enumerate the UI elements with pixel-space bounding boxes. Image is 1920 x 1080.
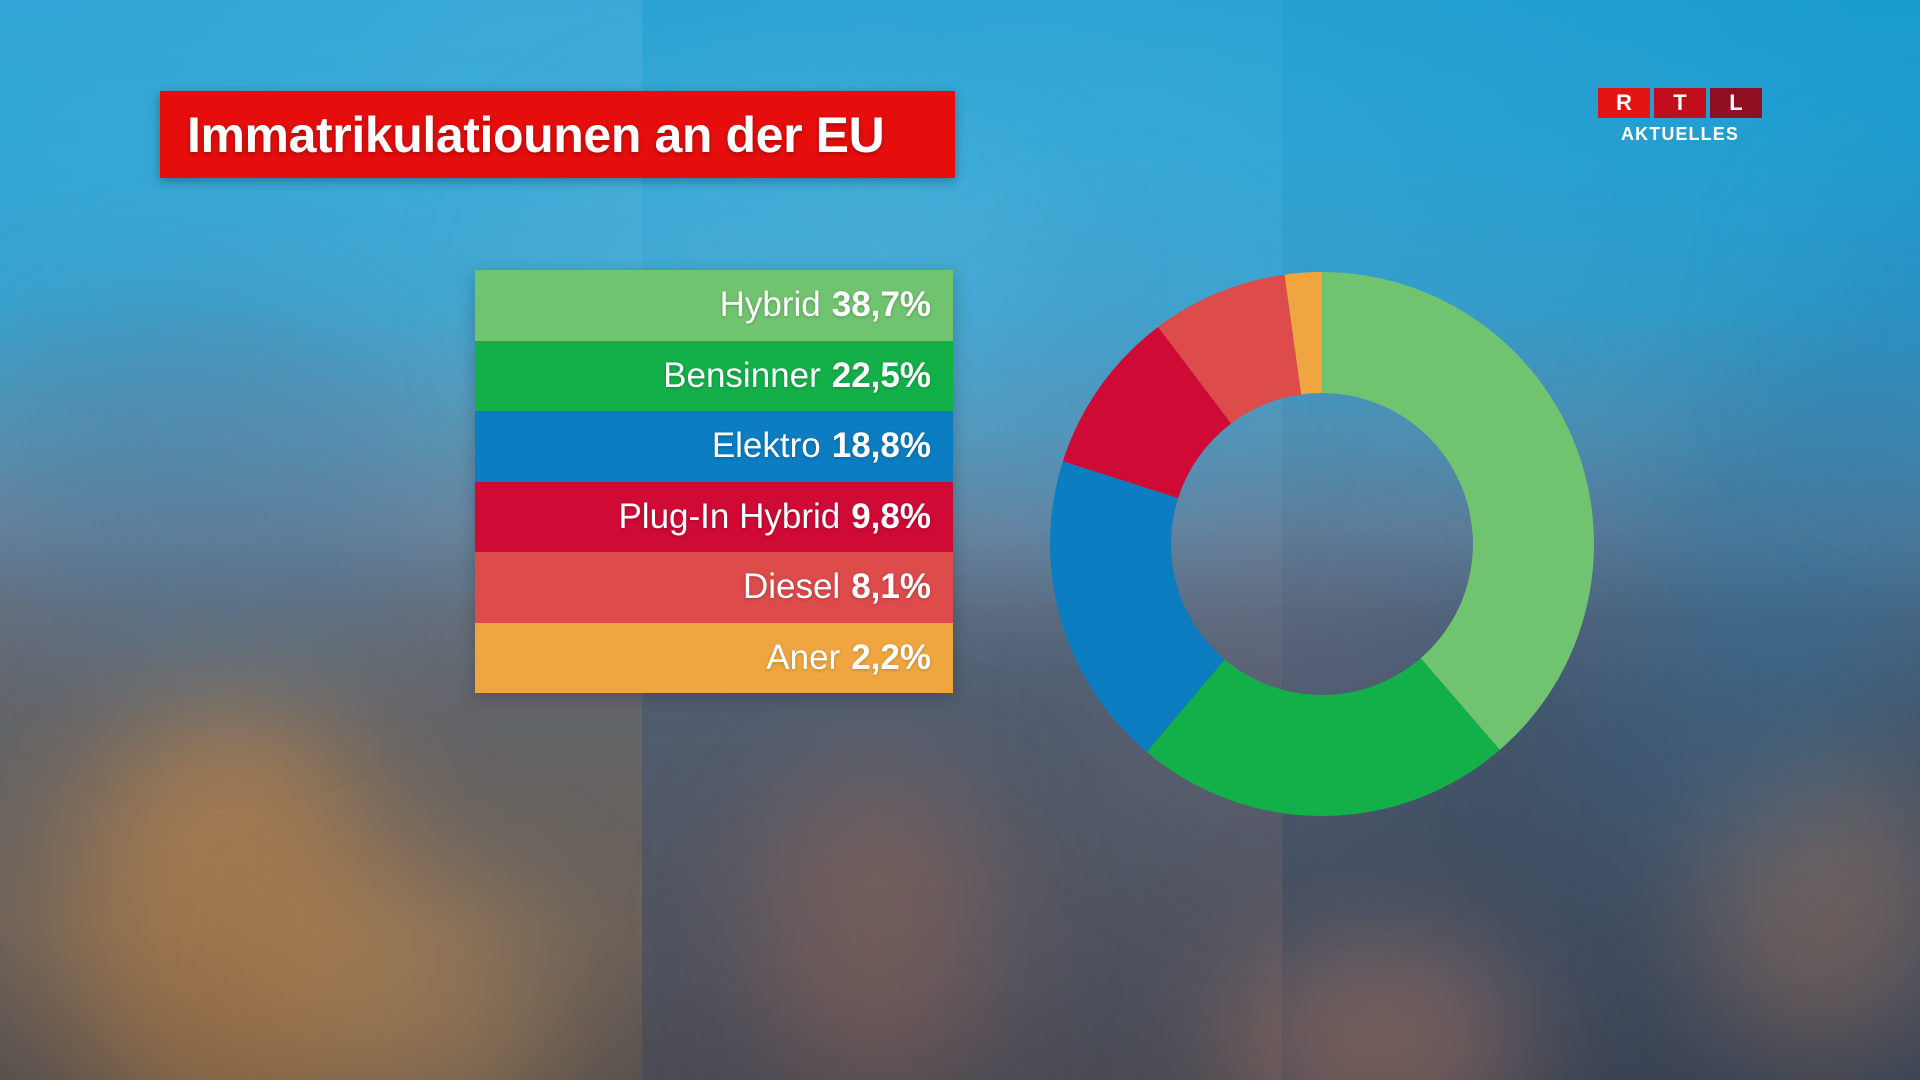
rtl-logo-letter-l: L bbox=[1710, 88, 1762, 118]
legend-row-label: Bensinner bbox=[663, 355, 821, 395]
legend-row-label: Aner bbox=[766, 637, 841, 677]
legend-row-value: 18,8% bbox=[831, 426, 931, 466]
channel-logo: R T L AKTUELLES bbox=[1596, 88, 1764, 145]
donut-slice[interactable] bbox=[1062, 326, 1232, 499]
rtl-logo-tiles: R T L bbox=[1596, 88, 1764, 118]
donut-slice[interactable] bbox=[1322, 272, 1594, 750]
legend-row-label: Elektro bbox=[711, 426, 821, 466]
legend-row-value: 9,8% bbox=[851, 496, 931, 536]
rtl-logo-letter-r: R bbox=[1598, 88, 1650, 118]
channel-logo-subtitle: AKTUELLES bbox=[1621, 124, 1739, 144]
legend-row-label: Plug-In Hybrid bbox=[618, 496, 841, 536]
legend-row[interactable]: Diesel 8,1% bbox=[475, 552, 953, 623]
donut-chart bbox=[1050, 272, 1594, 816]
legend-row[interactable]: Aner 2,2% bbox=[475, 622, 953, 693]
legend-row[interactable]: Elektro 18,8% bbox=[475, 411, 953, 482]
donut-chart-svg bbox=[1050, 272, 1594, 816]
legend-row-value: 8,1% bbox=[851, 567, 931, 607]
legend-row-value: 22,5% bbox=[831, 355, 931, 395]
legend-row[interactable]: Hybrid 38,7% bbox=[475, 270, 953, 341]
legend-row-value: 38,7% bbox=[831, 285, 931, 325]
donut-slice[interactable] bbox=[1146, 658, 1500, 816]
rtl-logo-letter-t: T bbox=[1654, 88, 1706, 118]
legend-row[interactable]: Plug-In Hybrid 9,8% bbox=[475, 481, 953, 552]
donut-slice[interactable] bbox=[1284, 272, 1322, 395]
legend-row-value: 2,2% bbox=[851, 637, 931, 677]
donut-slice[interactable] bbox=[1050, 461, 1225, 753]
donut-slice[interactable] bbox=[1158, 274, 1302, 424]
legend-row-label: Hybrid bbox=[719, 285, 821, 325]
legend-row[interactable]: Bensinner 22,5% bbox=[475, 340, 953, 411]
donut-slice-group bbox=[1050, 272, 1594, 816]
background-panel-right bbox=[1282, 0, 1920, 1080]
chart-legend: Hybrid 38,7% Bensinner 22,5% Elektro 18,8% Plu… bbox=[475, 270, 953, 693]
page-title: Immatrikulatiounen an der EU bbox=[187, 106, 885, 163]
legend-row-label: Diesel bbox=[742, 567, 841, 607]
headline-banner: Immatrikulatiounen an der EU bbox=[160, 91, 955, 178]
